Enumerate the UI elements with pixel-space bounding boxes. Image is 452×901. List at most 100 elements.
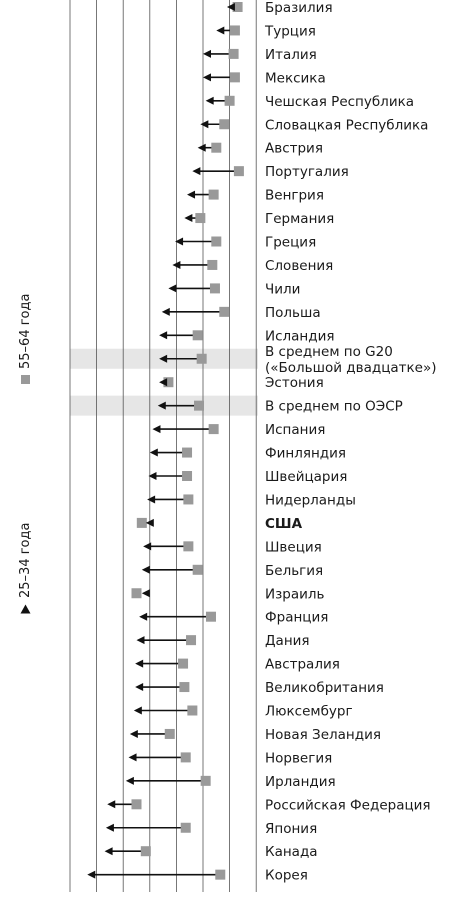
- marker-55-64: [178, 658, 189, 669]
- country-label: Австралия: [265, 657, 340, 673]
- marker-55-64: [131, 588, 142, 599]
- marker-25-34: [152, 425, 161, 434]
- marker-55-64: [183, 494, 194, 505]
- marker-55-64: [163, 377, 174, 388]
- country-label: В среднем по ОЭСР: [265, 399, 403, 415]
- marker-55-64: [182, 471, 193, 481]
- marker-25-34: [87, 870, 96, 879]
- country-label: Греция: [265, 235, 316, 251]
- country-label: Финляндия: [265, 446, 346, 462]
- marker-55-64: [211, 236, 222, 247]
- marker-25-34: [200, 120, 209, 129]
- marker-55-64: [186, 635, 197, 646]
- marker-55-64: [192, 330, 203, 341]
- marker-25-34: [192, 167, 201, 176]
- marker-25-34: [147, 495, 156, 504]
- country-label: Бельгия: [265, 563, 323, 579]
- country-label: Российская Федерация: [265, 797, 431, 813]
- marker-55-64: [200, 775, 211, 786]
- marker-25-34: [107, 800, 116, 809]
- marker-25-34: [148, 472, 157, 480]
- marker-55-64: [180, 822, 191, 833]
- marker-25-34: [136, 636, 145, 645]
- country-label: Корея: [265, 868, 308, 884]
- country-label: США: [265, 516, 303, 532]
- marker-25-34: [205, 96, 214, 105]
- country-label: Чешская Республика: [265, 94, 414, 110]
- marker-55-64: [224, 95, 235, 106]
- marker-55-64: [136, 517, 147, 528]
- marker-55-64: [192, 564, 203, 575]
- marker-55-64: [205, 611, 216, 622]
- country-label: Эстония: [265, 375, 324, 391]
- country-label: Швейцария: [265, 469, 347, 485]
- marker-25-34: [141, 589, 150, 598]
- marker-25-34: [184, 214, 193, 223]
- country-label: Португалия: [265, 164, 349, 180]
- marker-55-64: [219, 119, 230, 130]
- country-label: Мексика: [265, 70, 326, 86]
- legend-55-64-label: 55–64 года: [18, 293, 33, 369]
- marker-25-34: [105, 823, 114, 832]
- country-label: Турция: [264, 23, 316, 39]
- marker-25-34: [203, 73, 211, 82]
- marker-55-64: [194, 400, 205, 411]
- marker-25-34: [125, 776, 134, 785]
- country-label: Норвегия: [265, 750, 332, 766]
- country-label: Исландия: [265, 328, 334, 344]
- country-label: Новая Зеландия: [265, 727, 381, 743]
- legend-25-34: 25–34 года: [18, 523, 46, 734]
- country-label: Великобритания: [265, 680, 384, 696]
- marker-55-64: [182, 447, 193, 458]
- country-label: Нидерланды: [265, 492, 356, 508]
- marker-55-64: [211, 142, 222, 153]
- marker-25-34: [203, 49, 211, 58]
- marker-25-34: [161, 307, 170, 316]
- marker-55-64: [232, 2, 243, 12]
- marker-25-34: [143, 542, 152, 551]
- marker-25-34: [197, 143, 206, 152]
- marker-25-34: [141, 565, 150, 574]
- marker-25-34: [149, 448, 158, 457]
- marker-25-34: [139, 612, 148, 621]
- marker-25-34: [129, 729, 138, 738]
- country-label: Словацкая Республика: [265, 117, 428, 133]
- marker-55-64: [219, 306, 230, 317]
- marker-55-64: [215, 869, 226, 880]
- marker-55-64: [228, 48, 239, 59]
- marker-25-34: [168, 284, 177, 293]
- marker-55-64: [209, 283, 220, 294]
- country-label: Ирландия: [265, 774, 336, 790]
- country-label: Польша: [265, 305, 321, 321]
- country-label: Словения: [265, 258, 333, 274]
- marker-55-64: [180, 752, 191, 763]
- marker-25-34: [145, 518, 154, 527]
- country-label: Канада: [265, 844, 318, 860]
- marker-55-64: [131, 799, 142, 810]
- marker-25-34: [128, 753, 137, 762]
- marker-55-64: [195, 213, 206, 224]
- marker-55-64: [233, 166, 244, 177]
- marker-55-64: [229, 72, 240, 83]
- marker-55-64: [179, 682, 190, 693]
- country-label: Германия: [265, 211, 334, 227]
- country-label: Венгрия: [265, 188, 324, 204]
- marker-25-34: [135, 683, 144, 692]
- country-label: («Большой двадцатке»): [265, 360, 437, 376]
- country-label: Дания: [265, 633, 310, 649]
- marker-55-64: [164, 728, 175, 739]
- country-label: В среднем по G20: [265, 344, 393, 360]
- country-label: Швеция: [265, 539, 322, 555]
- legend-25-34-label: 25–34 года: [18, 522, 33, 598]
- country-label: Бразилия: [265, 0, 333, 16]
- country-label: Испания: [265, 422, 325, 438]
- country-label: Австрия: [265, 141, 323, 157]
- marker-55-64: [208, 189, 219, 200]
- marker-55-64: [208, 424, 219, 435]
- marker-25-34: [157, 401, 166, 410]
- marker-25-34: [159, 378, 168, 387]
- marker-25-34: [226, 3, 235, 11]
- marker-25-34: [133, 706, 142, 715]
